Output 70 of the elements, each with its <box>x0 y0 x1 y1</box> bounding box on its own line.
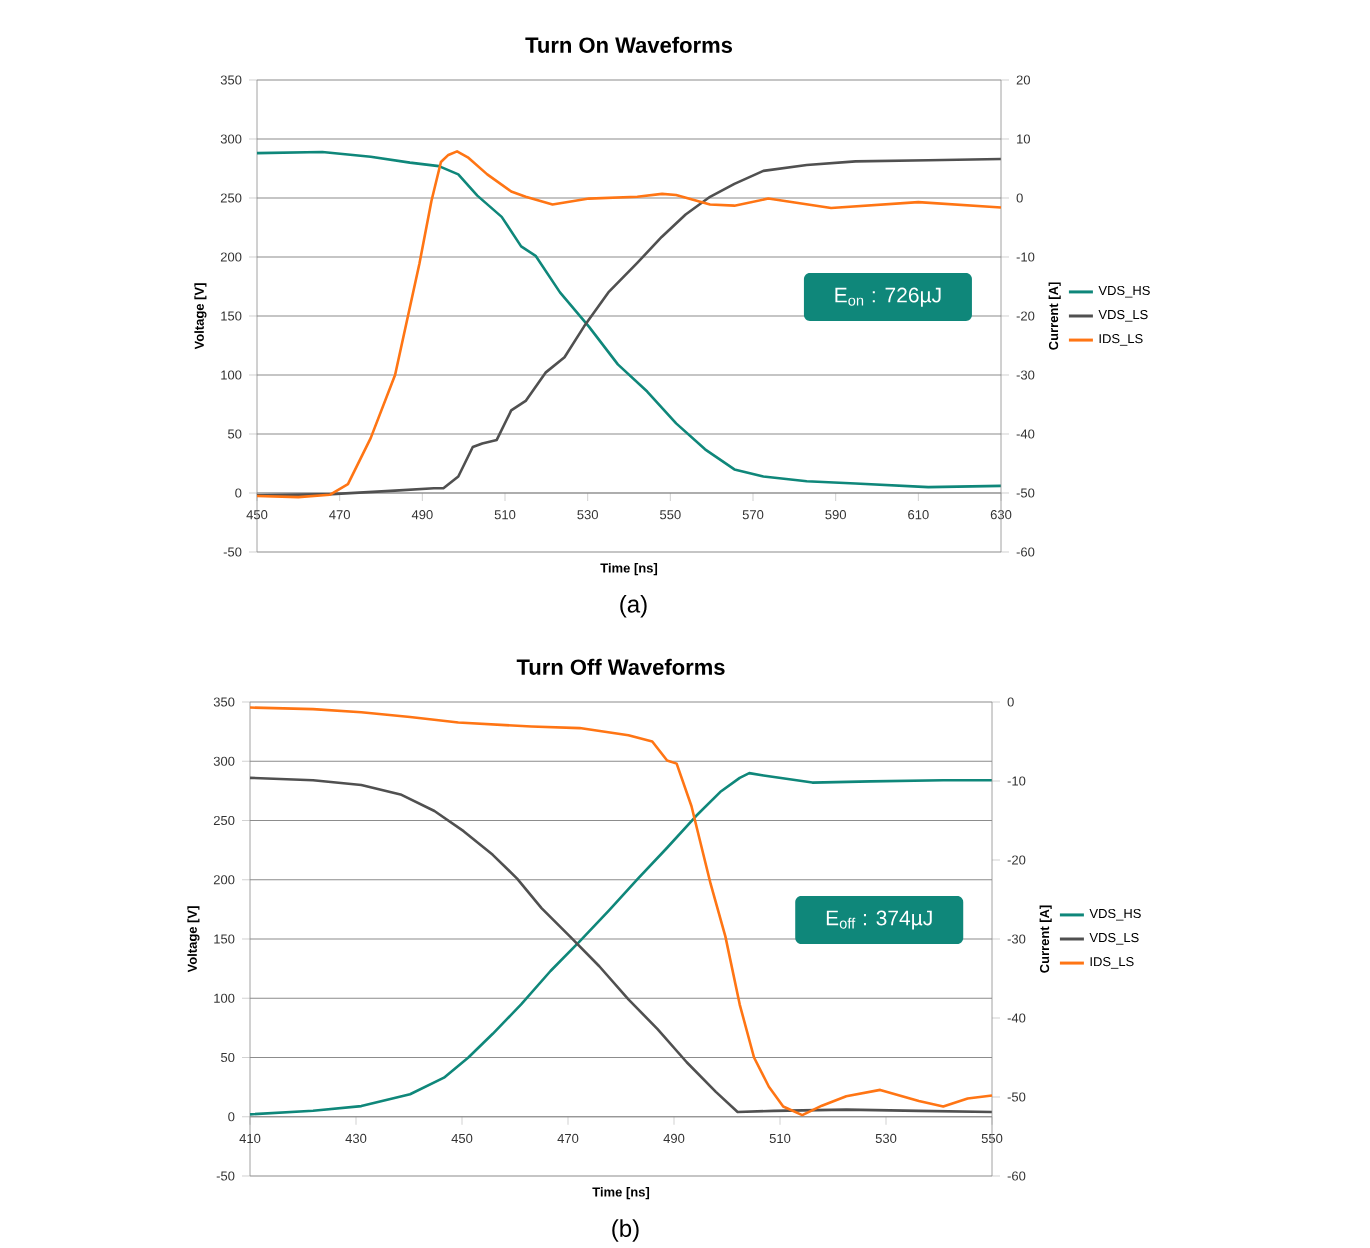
x-tick-label: 530 <box>875 1133 897 1143</box>
y2-tick-label: 0 <box>1007 697 1014 707</box>
legend-label: VDS_HS <box>1098 285 1150 298</box>
annotation: E$_{off}$ : 374µJ <box>826 910 932 930</box>
x-tick-label: 490 <box>663 1133 685 1143</box>
y-tick-label: 250 <box>220 193 242 203</box>
y2-tick-label: -60 <box>1007 1171 1026 1181</box>
y-tick-label: 150 <box>214 934 235 944</box>
x-tick-label: 610 <box>908 509 929 520</box>
y-tick-label: 350 <box>213 697 235 707</box>
y2-tick-label: 0 <box>1016 193 1023 203</box>
x-tick-label: 570 <box>742 509 764 520</box>
y-tick-label: 50 <box>221 1052 235 1062</box>
annotation: E$_{on}$ : 726µJ <box>835 287 941 307</box>
y-tick-label: -50 <box>216 1171 235 1181</box>
y-axis-title: Voltage [V] <box>194 283 207 350</box>
y2-tick-label: -10 <box>1007 776 1026 786</box>
y2-tick-label: -50 <box>1007 1092 1026 1102</box>
x-tick-label: 530 <box>577 509 598 520</box>
y-tick-label: 100 <box>221 370 242 380</box>
y-tick-label: 200 <box>213 874 235 885</box>
x-tick-label: 630 <box>990 509 1012 520</box>
y2-tick-label: -60 <box>1016 547 1035 557</box>
y2-tick-label: 20 <box>1016 75 1031 85</box>
x-axis-title: Time [ns] <box>600 562 658 576</box>
y2-tick-label: -40 <box>1007 1013 1026 1023</box>
legend-label: IDS_LS <box>1090 956 1134 969</box>
y2-tick-label: -30 <box>1007 934 1026 944</box>
y-tick-label: 150 <box>221 311 242 321</box>
x-tick-label: 450 <box>451 1133 473 1143</box>
y-tick-label: 250 <box>213 815 235 825</box>
y2-tick-label: -30 <box>1016 370 1035 380</box>
x-tick-label: 550 <box>660 509 681 520</box>
legend-label: VDS_HS <box>1089 908 1141 921</box>
y2-tick-label: 10 <box>1017 134 1031 144</box>
x-tick-label: 450 <box>246 509 268 520</box>
legend-label: VDS_LS <box>1098 309 1148 322</box>
legend-label: IDS_LS <box>1099 333 1143 346</box>
x-tick-label: 510 <box>769 1133 791 1143</box>
y-tick-label: 50 <box>228 429 242 439</box>
y2-axis-title: Current [A] <box>1048 282 1061 350</box>
y2-tick-label: -20 <box>1007 855 1026 865</box>
y-tick-label: 0 <box>235 488 242 498</box>
y2-tick-label: -40 <box>1016 429 1035 439</box>
y-tick-label: 350 <box>220 75 242 85</box>
x-tick-label: 590 <box>825 509 846 520</box>
y2-tick-label: -50 <box>1016 488 1035 498</box>
y-tick-label: 300 <box>213 756 235 766</box>
y2-axis-title: Current [A] <box>1039 905 1052 973</box>
y2-tick-label: -10 <box>1016 252 1035 262</box>
chart-title: Turn Off Waveforms <box>516 658 725 675</box>
y-tick-label: 200 <box>220 252 242 262</box>
x-tick-label: 550 <box>981 1133 1003 1143</box>
y-axis-title: Voltage [V] <box>187 906 200 973</box>
y-tick-label: -50 <box>223 547 242 557</box>
x-axis-title: Time [ns] <box>592 1186 650 1200</box>
y2-tick-label: -20 <box>1016 311 1035 321</box>
y-tick-label: 100 <box>214 993 235 1003</box>
text: (b) <box>612 1219 639 1242</box>
x-tick-label: 470 <box>557 1133 579 1143</box>
chart-title: Turn On Waveforms <box>525 36 733 53</box>
x-tick-label: 430 <box>345 1133 367 1143</box>
x-tick-label: 470 <box>329 509 350 520</box>
y-tick-label: 300 <box>220 134 242 144</box>
x-tick-label: 490 <box>411 509 433 520</box>
x-tick-label: 510 <box>494 509 516 520</box>
x-tick-label: 410 <box>239 1133 261 1143</box>
legend-label: VDS_LS <box>1089 932 1139 945</box>
text: (a) <box>620 594 647 618</box>
y-tick-label: 0 <box>228 1111 235 1122</box>
